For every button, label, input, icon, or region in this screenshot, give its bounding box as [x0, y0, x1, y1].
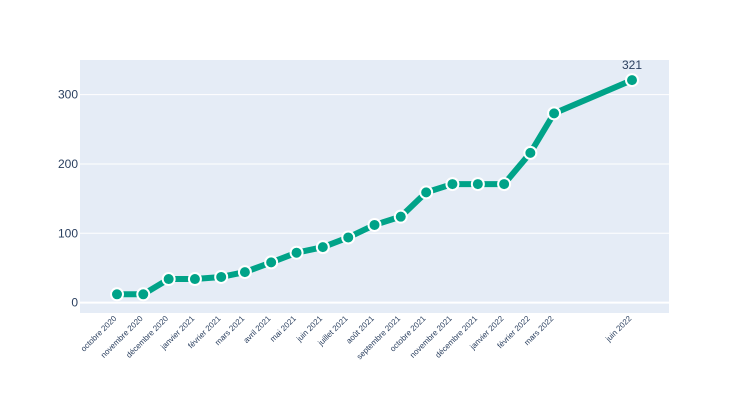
- y-axis-tick-labels: 0 100 200 300: [58, 88, 78, 310]
- data-point[interactable]: [136, 287, 151, 302]
- gridlines: [80, 94, 669, 304]
- y-tick-label: 200: [58, 157, 78, 171]
- data-point[interactable]: [393, 209, 408, 224]
- series-group: [110, 73, 639, 302]
- y-tick-label: 100: [58, 226, 78, 240]
- data-point[interactable]: [445, 177, 460, 192]
- data-point[interactable]: [264, 255, 279, 270]
- data-point[interactable]: [214, 269, 229, 284]
- data-point[interactable]: [470, 177, 485, 192]
- data-point[interactable]: [110, 287, 124, 302]
- data-point[interactable]: [315, 240, 330, 255]
- x-tick-label: juin 2022: [603, 314, 633, 344]
- y-tick-label: 300: [58, 88, 78, 102]
- data-point[interactable]: [419, 185, 434, 200]
- x-tick-label: avril 2021: [242, 314, 273, 345]
- data-point[interactable]: [497, 177, 512, 192]
- data-point[interactable]: [237, 265, 252, 280]
- plot-area: [80, 60, 669, 313]
- data-point[interactable]: [523, 145, 538, 160]
- data-point[interactable]: [547, 106, 562, 121]
- data-point[interactable]: [161, 272, 176, 287]
- data-labels: 321: [622, 58, 642, 72]
- y-tick-label: 0: [71, 296, 78, 310]
- data-point[interactable]: [341, 230, 356, 245]
- data-point[interactable]: [289, 245, 304, 260]
- data-point[interactable]: [187, 272, 202, 287]
- data-label: 321: [622, 58, 642, 72]
- x-tick-label: mai 2021: [268, 314, 298, 344]
- data-point[interactable]: [625, 73, 639, 88]
- data-point[interactable]: [367, 217, 382, 232]
